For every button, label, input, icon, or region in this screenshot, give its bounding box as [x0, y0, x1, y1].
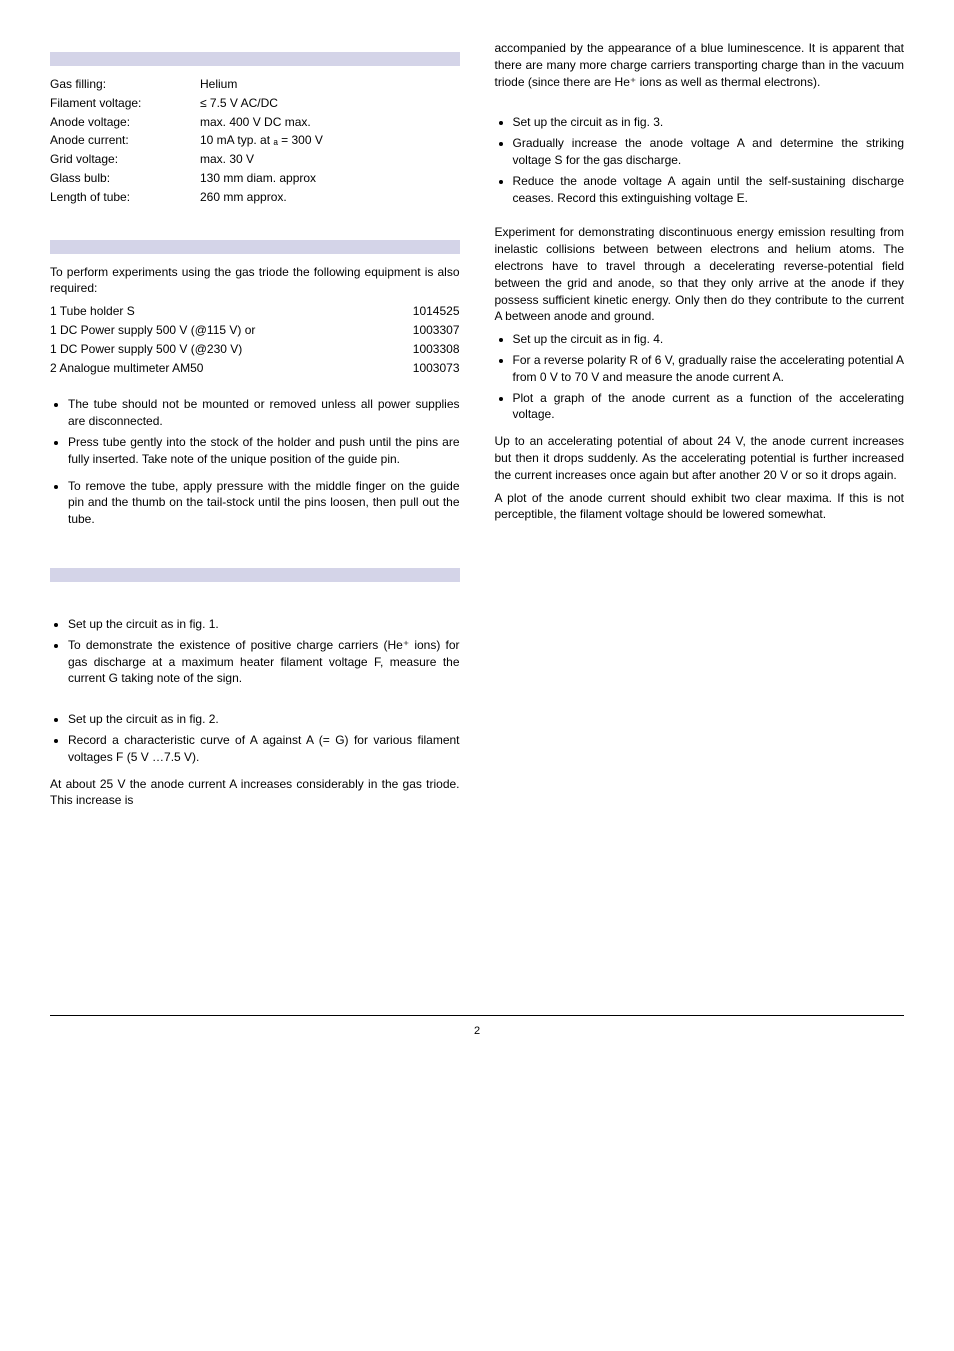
spec-label: Filament voltage:: [50, 95, 200, 112]
spec-label: Anode voltage:: [50, 114, 200, 131]
spec-value: 130 mm diam. approx: [200, 170, 460, 187]
notes-list-2: To remove the tube, apply pressure with …: [50, 478, 460, 528]
spec-value: ≤ 7.5 V AC/DC: [200, 95, 460, 112]
equip-row: 1 DC Power supply 500 V (@230 V) 1003308: [50, 341, 460, 358]
list-item: Reduce the anode voltage A again until t…: [513, 173, 905, 207]
list-item: To remove the tube, apply pressure with …: [68, 478, 460, 528]
list-item: Record a characteristic curve of A again…: [68, 732, 460, 766]
list-item: The tube should not be mounted or remove…: [68, 396, 460, 430]
equip-code: 1014525: [390, 303, 460, 320]
list-item: Set up the circuit as in fig. 4.: [513, 331, 905, 348]
spec-row: Anode current: 10 mA typ. at ₐ = 300 V: [50, 132, 460, 149]
list-item: Gradually increase the anode voltage A a…: [513, 135, 905, 169]
equip-row: 2 Analogue multimeter AM50 1003073: [50, 360, 460, 377]
right-para4: A plot of the anode current should exhib…: [495, 490, 905, 524]
list-item: Set up the circuit as in fig. 2.: [68, 711, 460, 728]
equip-code: 1003308: [390, 341, 460, 358]
spec-value: max. 30 V: [200, 151, 460, 168]
right-list-1: Set up the circuit as in fig. 3. Gradual…: [495, 114, 905, 206]
spec-label: Length of tube:: [50, 189, 200, 206]
right-para3: Up to an accelerating potential of about…: [495, 433, 905, 483]
equip-code: 1003073: [390, 360, 460, 377]
exp1-list-2: Set up the circuit as in fig. 2. Record …: [50, 711, 460, 765]
equip-label: 1 DC Power supply 500 V (@115 V) or: [50, 322, 390, 339]
page-number: 2: [474, 1025, 480, 1037]
spec-row: Grid voltage: max. 30 V: [50, 151, 460, 168]
spec-label: Grid voltage:: [50, 151, 200, 168]
list-item: For a reverse polarity R of 6 V, gradual…: [513, 352, 905, 386]
section-bar: [50, 568, 460, 582]
equip-intro: To perform experiments using the gas tri…: [50, 264, 460, 298]
page-footer: 2: [50, 1015, 904, 1039]
equip-label: 2 Analogue multimeter AM50: [50, 360, 390, 377]
spec-value: max. 400 V DC max.: [200, 114, 460, 131]
spec-value: Helium: [200, 76, 460, 93]
spec-label: Anode current:: [50, 132, 200, 149]
list-item: Plot a graph of the anode current as a f…: [513, 390, 905, 424]
equip-label: 1 DC Power supply 500 V (@230 V): [50, 341, 390, 358]
equip-row: 1 Tube holder S 1014525: [50, 303, 460, 320]
spec-row: Filament voltage: ≤ 7.5 V AC/DC: [50, 95, 460, 112]
spec-row: Glass bulb: 130 mm diam. approx: [50, 170, 460, 187]
section-bar: [50, 52, 460, 66]
right-para2: Experiment for demonstrating discontinuo…: [495, 224, 905, 325]
right-column: accompanied by the appearance of a blue …: [495, 40, 905, 815]
spec-value: 10 mA typ. at ₐ = 300 V: [200, 132, 460, 149]
spec-row: Gas filling: Helium: [50, 76, 460, 93]
list-item: Set up the circuit as in fig. 1.: [68, 616, 460, 633]
spec-row: Anode voltage: max. 400 V DC max.: [50, 114, 460, 131]
notes-list-1: The tube should not be mounted or remove…: [50, 396, 460, 467]
equip-label: 1 Tube holder S: [50, 303, 390, 320]
spec-label: Glass bulb:: [50, 170, 200, 187]
spec-label: Gas filling:: [50, 76, 200, 93]
exp1-list-1: Set up the circuit as in fig. 1. To demo…: [50, 616, 460, 687]
section-bar: [50, 240, 460, 254]
right-para1: accompanied by the appearance of a blue …: [495, 40, 905, 90]
list-item: Set up the circuit as in fig. 3.: [513, 114, 905, 131]
left-column: Gas filling: Helium Filament voltage: ≤ …: [50, 40, 460, 815]
equip-table: 1 Tube holder S 1014525 1 DC Power suppl…: [50, 303, 460, 376]
spec-value: 260 mm approx.: [200, 189, 460, 206]
spec-row: Length of tube: 260 mm approx.: [50, 189, 460, 206]
exp1-para3: At about 25 V the anode current A increa…: [50, 776, 460, 810]
specs-table: Gas filling: Helium Filament voltage: ≤ …: [50, 76, 460, 206]
equip-code: 1003307: [390, 322, 460, 339]
list-item: To demonstrate the existence of positive…: [68, 637, 460, 687]
right-list-2: Set up the circuit as in fig. 4. For a r…: [495, 331, 905, 423]
equip-row: 1 DC Power supply 500 V (@115 V) or 1003…: [50, 322, 460, 339]
list-item: Press tube gently into the stock of the …: [68, 434, 460, 468]
